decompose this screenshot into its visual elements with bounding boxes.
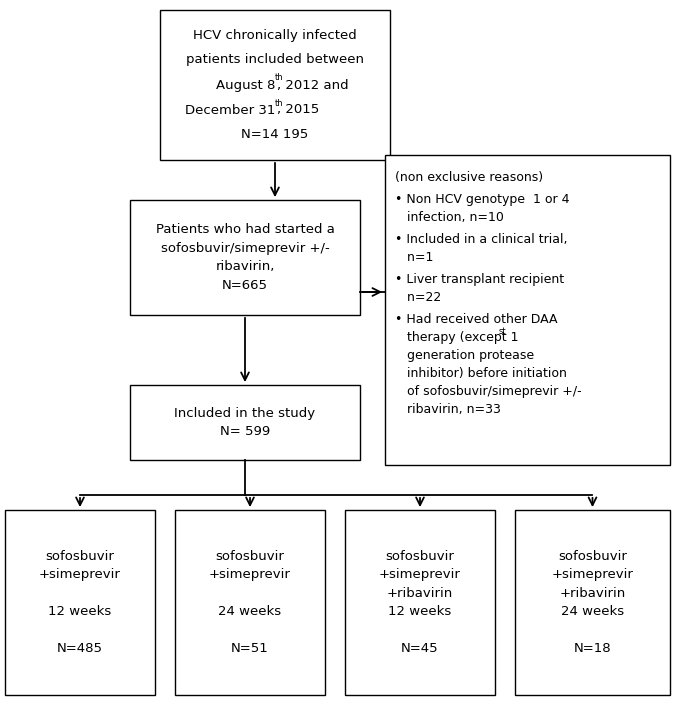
Text: HCV chronically infected: HCV chronically infected: [193, 28, 357, 42]
Text: • Had received other DAA: • Had received other DAA: [395, 313, 558, 326]
Text: • Liver transplant recipient: • Liver transplant recipient: [395, 273, 564, 286]
Text: • Included in a clinical trial,: • Included in a clinical trial,: [395, 233, 567, 246]
Text: th: th: [275, 74, 284, 83]
Bar: [385, 155, 670, 465]
Text: ribavirin, n=33: ribavirin, n=33: [395, 403, 501, 416]
Text: of sofosbuvir/simeprevir +/-: of sofosbuvir/simeprevir +/-: [395, 385, 582, 398]
Bar: [160, 10, 390, 160]
Text: sofosbuvir
+simeprevir

12 weeks

N=485: sofosbuvir +simeprevir 12 weeks N=485: [39, 550, 121, 655]
Bar: [345, 510, 495, 695]
Text: sofosbuvir
+simeprevir
+ribavirin
24 weeks

N=18: sofosbuvir +simeprevir +ribavirin 24 wee…: [551, 550, 634, 655]
Text: st: st: [499, 327, 507, 336]
Text: inhibitor) before initiation: inhibitor) before initiation: [395, 367, 567, 380]
Bar: [5, 510, 155, 695]
Text: therapy (except 1: therapy (except 1: [395, 331, 519, 344]
Bar: [130, 385, 360, 460]
Bar: [515, 510, 670, 695]
Text: August 8: August 8: [216, 78, 275, 91]
Text: Patients who had started a
sofosbuvir/simeprevir +/-
ribavirin,
N=665: Patients who had started a sofosbuvir/si…: [155, 223, 334, 292]
Text: infection, n=10: infection, n=10: [395, 211, 504, 224]
Text: , 2015: , 2015: [277, 103, 319, 117]
Text: sofosbuvir
+simeprevir
+ribavirin
12 weeks

N=45: sofosbuvir +simeprevir +ribavirin 12 wee…: [379, 550, 461, 655]
Bar: [175, 510, 325, 695]
Text: • Non HCV genotype  1 or 4: • Non HCV genotype 1 or 4: [395, 193, 569, 206]
Text: December 31: December 31: [185, 103, 275, 117]
Text: th: th: [275, 98, 284, 107]
Text: sofosbuvir
+simeprevir

24 weeks

N=51: sofosbuvir +simeprevir 24 weeks N=51: [209, 550, 291, 655]
Text: Included in the study
N= 599: Included in the study N= 599: [175, 407, 316, 438]
Text: N=14 195: N=14 195: [241, 129, 309, 141]
Text: n=22: n=22: [395, 291, 441, 304]
Text: n=1: n=1: [395, 251, 434, 264]
Text: (non exclusive reasons): (non exclusive reasons): [395, 171, 543, 184]
Text: generation protease: generation protease: [395, 349, 534, 362]
Bar: [130, 200, 360, 315]
Text: patients included between: patients included between: [186, 54, 364, 66]
Text: , 2012 and: , 2012 and: [277, 78, 349, 91]
